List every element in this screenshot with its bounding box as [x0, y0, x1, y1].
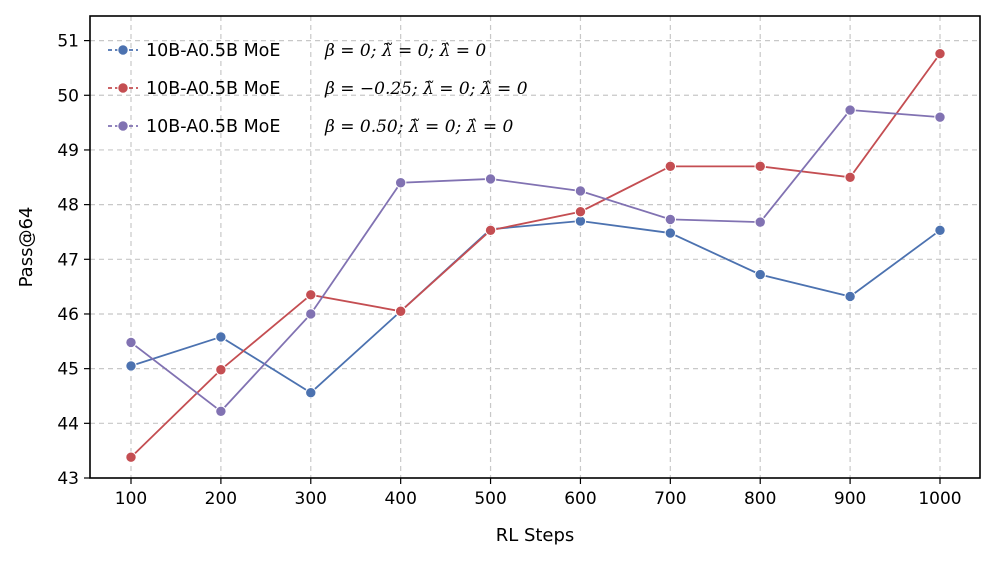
x-tick-label: 900	[834, 489, 866, 509]
legend-0-marker	[117, 44, 129, 56]
x-tick-label: 400	[384, 489, 416, 509]
x-tick-label: 700	[654, 489, 686, 509]
series-1-point	[574, 206, 587, 218]
y-tick-label: 45	[57, 360, 79, 380]
x-tick-label: 300	[295, 489, 327, 509]
series-2-line	[130, 109, 941, 413]
series-0-point	[844, 290, 856, 303]
series-2-point	[754, 216, 766, 228]
series-1-point	[754, 160, 766, 173]
x-axis-ticks: 100 200 300 400 500 600 700 800 900 1000	[115, 478, 962, 509]
legend-0-math: β = 0; λ̃ = 0; λ̂ = 0	[324, 41, 486, 61]
x-tick-label: 500	[474, 489, 506, 509]
series-0-point	[934, 224, 946, 237]
y-axis-ticks: 43 44 45 46 47 48 49 50 51	[57, 32, 90, 489]
series-0-line	[130, 220, 941, 394]
series-1-point	[125, 451, 137, 463]
series-1-point	[664, 160, 677, 173]
legend-2-label: 10B-A0.5B MoE	[146, 117, 280, 137]
series-2-point	[394, 177, 407, 189]
legend-1-label: 10B-A0.5B MoE	[146, 79, 280, 99]
series-2-point	[664, 213, 677, 226]
series-1-point	[394, 305, 407, 317]
series-1-point	[305, 289, 317, 301]
x-tick-label: 200	[205, 489, 237, 509]
series-2-point	[305, 308, 317, 320]
series-lines	[130, 53, 941, 458]
legend-1-math: β = −0.25; λ̃ = 0; λ̂ = 0	[324, 79, 528, 99]
x-tick-label: 600	[564, 489, 596, 509]
series-2-point	[574, 185, 587, 197]
series-1-point	[215, 364, 227, 376]
x-tick-label: 1000	[918, 489, 961, 509]
series-0-point	[664, 227, 677, 239]
plot-frame	[89, 15, 981, 479]
y-tick-label: 43	[57, 469, 79, 489]
series-1-point	[934, 48, 946, 60]
x-tick-label: 800	[744, 489, 776, 509]
legend-1-marker	[117, 82, 129, 94]
y-tick-label: 46	[57, 305, 79, 325]
series-1-point	[484, 224, 497, 237]
series-1-point	[844, 171, 856, 183]
series-1-line	[130, 53, 941, 458]
x-axis-label: RL Steps	[496, 525, 575, 546]
y-tick-label: 48	[57, 196, 79, 216]
series-2-point	[215, 405, 227, 417]
series-0-point	[305, 387, 317, 399]
series-0-point	[754, 268, 766, 281]
series-markers	[125, 48, 946, 463]
series-2-point	[844, 104, 856, 116]
legend-2-math: β = 0.50; λ̃ = 0; λ̂ = 0	[324, 117, 513, 137]
series-2-point	[484, 173, 497, 185]
y-tick-label: 51	[57, 32, 79, 52]
series-0-point	[125, 360, 137, 372]
series-2-point	[934, 111, 946, 123]
series-0-point	[215, 331, 227, 343]
y-axis-label: Pass@64	[16, 207, 37, 288]
legend-2-marker	[117, 120, 129, 132]
y-tick-label: 47	[57, 250, 79, 270]
y-tick-label: 50	[57, 86, 79, 106]
x-tick-label: 100	[115, 489, 147, 509]
series-2-point	[125, 336, 137, 349]
legend: 10B-A0.5B MoE β = 0; λ̃ = 0; λ̂ = 0 10B-A0…	[108, 41, 528, 137]
y-tick-label: 49	[57, 141, 79, 161]
y-tick-label: 44	[57, 414, 79, 434]
grid	[90, 16, 980, 478]
legend-0-label: 10B-A0.5B MoE	[146, 41, 280, 61]
